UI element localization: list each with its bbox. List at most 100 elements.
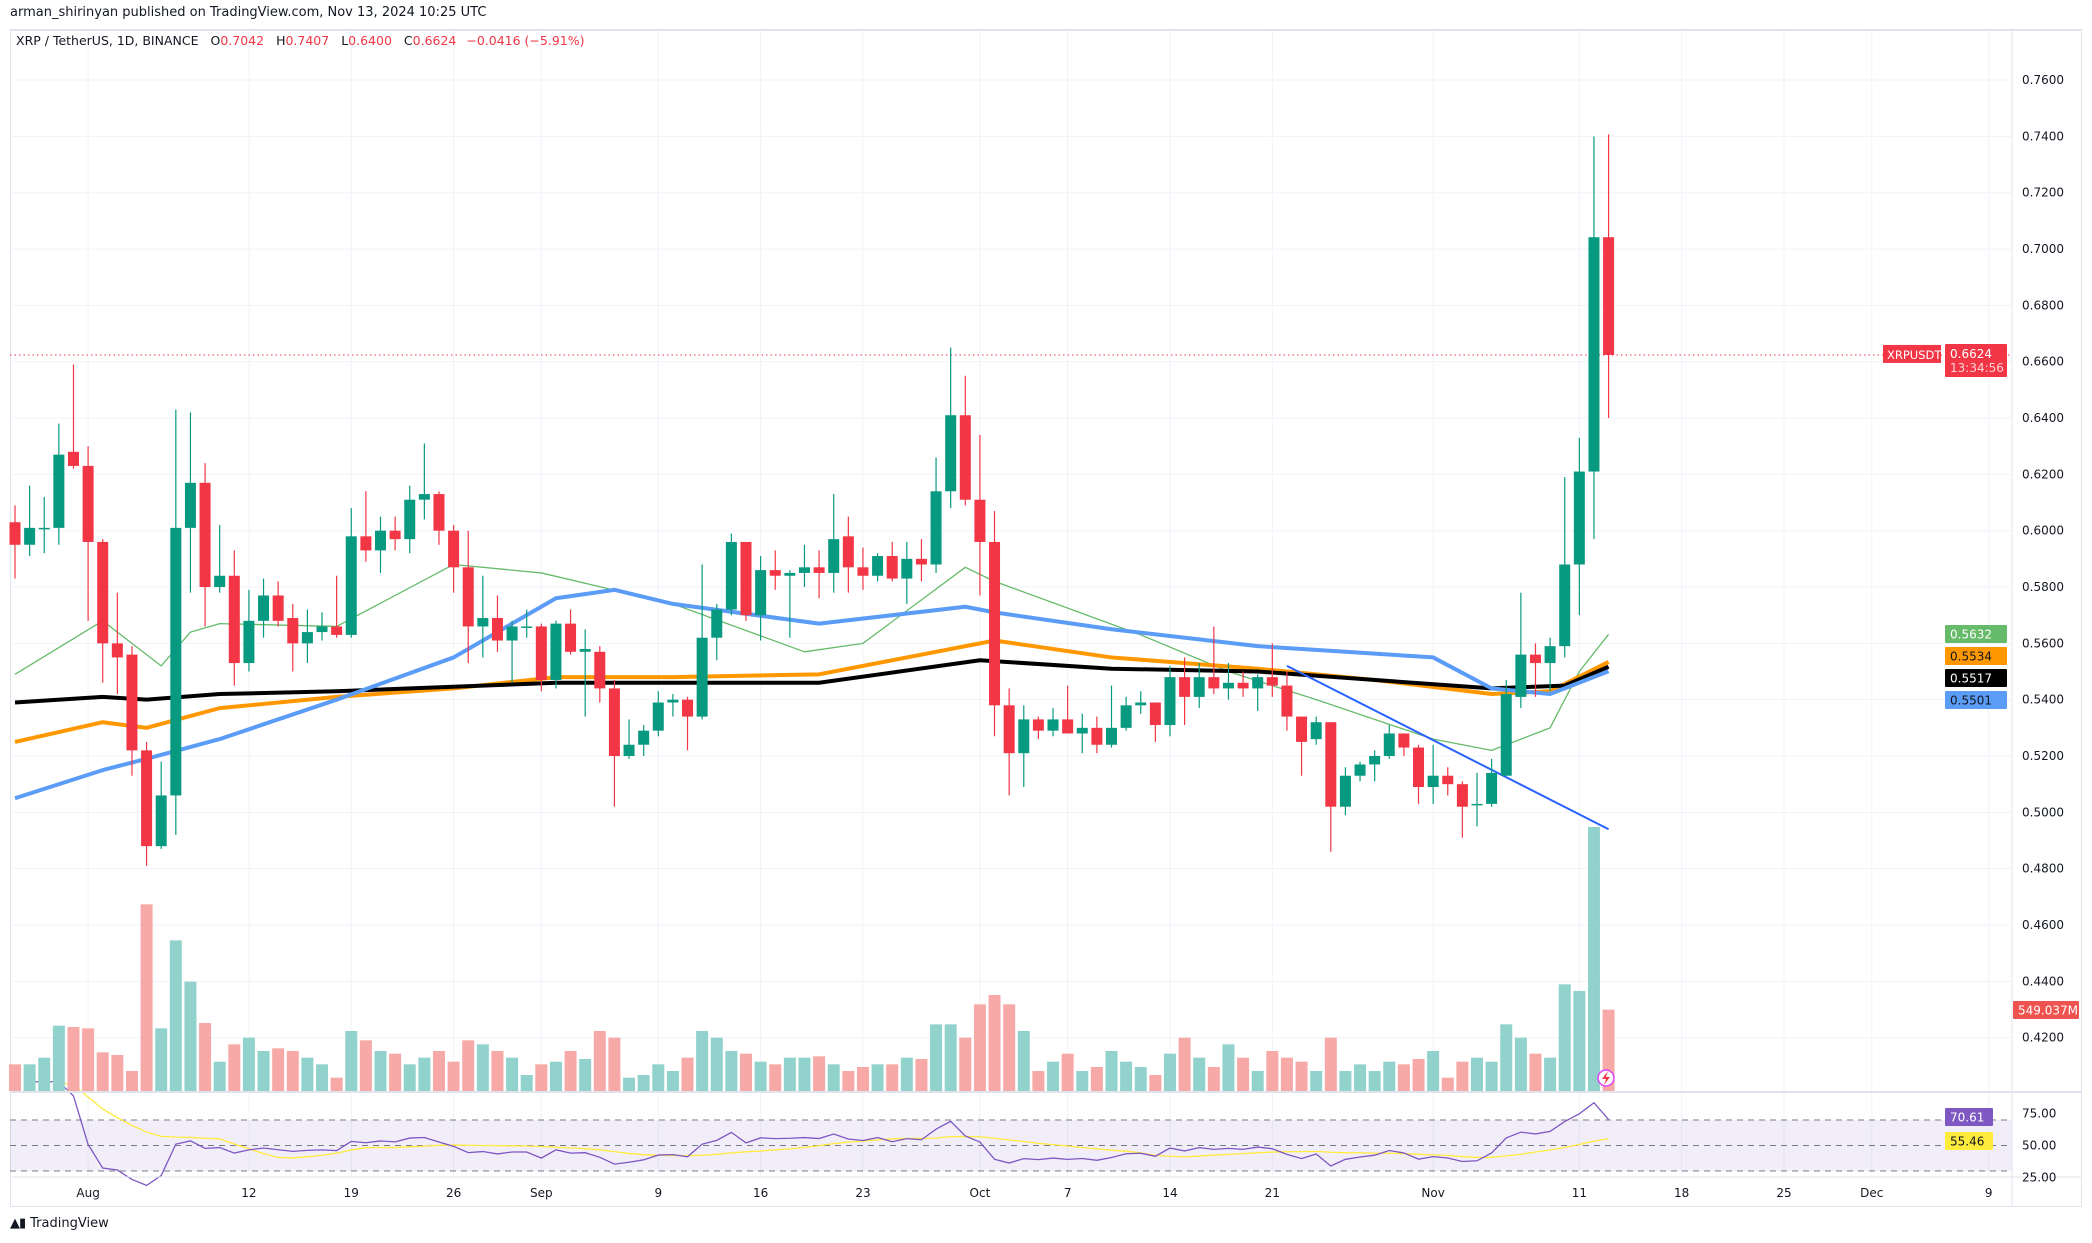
candle xyxy=(67,364,79,469)
volume-bar xyxy=(389,1053,402,1091)
candle-body xyxy=(565,623,577,652)
candles xyxy=(9,134,1615,866)
volume-bar xyxy=(374,1051,387,1091)
candle-body xyxy=(930,491,942,565)
volume-bar xyxy=(579,1059,592,1091)
candle xyxy=(1149,702,1161,742)
price-tick-label: 0.7600 xyxy=(2022,73,2064,87)
volume-bar xyxy=(696,1031,709,1091)
candle-body xyxy=(24,527,36,545)
candle-body xyxy=(9,522,21,545)
rsi-ma-value-badge: 55.46 xyxy=(1950,1135,1984,1149)
candle xyxy=(1427,744,1439,804)
candle-body xyxy=(828,539,840,573)
volume-bar xyxy=(1587,827,1600,1091)
price-tick-label: 0.7400 xyxy=(2022,129,2064,143)
candle xyxy=(477,575,489,658)
volume-bar xyxy=(491,1051,504,1091)
candle xyxy=(404,485,416,554)
volume-bar xyxy=(1397,1064,1410,1091)
candle-body xyxy=(725,541,737,610)
candle xyxy=(1222,663,1234,700)
volume-bar xyxy=(1032,1071,1045,1091)
volume-bar xyxy=(1354,1064,1367,1091)
candle xyxy=(725,533,737,616)
candle xyxy=(1296,716,1308,776)
rsi-tick-label: 75.00 xyxy=(2022,1107,2056,1121)
candle xyxy=(433,491,445,545)
candle xyxy=(594,646,606,703)
candle xyxy=(1471,772,1483,827)
candle xyxy=(1032,716,1044,740)
candle xyxy=(535,623,547,692)
volume-bar xyxy=(1134,1067,1147,1091)
price-tick-label: 0.7000 xyxy=(2022,242,2064,256)
rsi-tick-label: 25.00 xyxy=(2022,1170,2056,1184)
candle xyxy=(1106,685,1117,748)
close-label: C xyxy=(403,33,413,48)
volume-bar xyxy=(447,1061,460,1091)
volume-bar xyxy=(754,1061,767,1091)
price-tick-label: 0.5800 xyxy=(2022,580,2064,594)
volume-bar xyxy=(1237,1057,1250,1091)
candle-body xyxy=(1076,727,1088,734)
volume-bar xyxy=(725,1051,738,1091)
candle xyxy=(316,612,328,641)
candle xyxy=(886,541,898,582)
volume-bar xyxy=(1295,1061,1308,1091)
volume-bar xyxy=(1222,1044,1235,1091)
candle-body xyxy=(82,465,94,542)
time-tick-label: 11 xyxy=(1572,1186,1587,1200)
time-tick-label: Aug xyxy=(76,1186,99,1200)
candle xyxy=(959,375,971,506)
volume-bar xyxy=(82,1028,95,1091)
candle-body xyxy=(945,415,957,492)
volume-bar xyxy=(1544,1057,1557,1091)
price-tick-label: 0.5200 xyxy=(2022,749,2064,763)
candle-body xyxy=(491,618,503,641)
candle xyxy=(901,541,913,604)
candle-body xyxy=(1003,705,1015,754)
candle xyxy=(1339,767,1351,816)
candle xyxy=(652,691,664,737)
volume-bar xyxy=(856,1067,869,1091)
candle-body xyxy=(667,699,679,703)
rsi-value-badge-bg xyxy=(1945,1108,1993,1126)
volume-bar xyxy=(1471,1057,1483,1091)
volume-bar xyxy=(1427,1051,1440,1091)
candle-body xyxy=(199,482,211,588)
symbol-title[interactable]: XRP / TetherUS, 1D, BINANCE xyxy=(16,33,199,48)
candle xyxy=(1018,705,1030,787)
volume-bar xyxy=(184,981,197,1091)
rsi-ma-line xyxy=(29,1081,1609,1159)
candle xyxy=(345,508,357,638)
price-tick-label: 0.4600 xyxy=(2022,918,2064,932)
volume-bar xyxy=(23,1064,36,1091)
volume-bar xyxy=(535,1064,548,1091)
candle xyxy=(784,570,796,638)
lightning-icon-bolt xyxy=(1602,1071,1610,1085)
candle-body xyxy=(1413,747,1425,787)
candle xyxy=(462,530,474,664)
volume-bar xyxy=(681,1057,694,1091)
candle-body xyxy=(1529,654,1541,664)
time-tick-label: 19 xyxy=(344,1186,359,1200)
chart-frame xyxy=(10,29,2082,1207)
candle xyxy=(915,539,927,582)
time-tick-label: 7 xyxy=(1064,1186,1072,1200)
candle-body xyxy=(1106,727,1117,745)
candle-body xyxy=(360,536,372,551)
candle xyxy=(1179,657,1191,726)
volume-bar xyxy=(1514,1037,1527,1091)
candle xyxy=(798,544,810,588)
candle xyxy=(243,589,255,672)
candle xyxy=(1383,725,1395,759)
volume-bar xyxy=(1412,1059,1425,1091)
candle xyxy=(974,434,986,596)
volume-bar xyxy=(944,1024,957,1091)
candle-body xyxy=(1369,756,1381,765)
candle-body xyxy=(579,648,591,652)
volume-bar xyxy=(871,1064,884,1091)
